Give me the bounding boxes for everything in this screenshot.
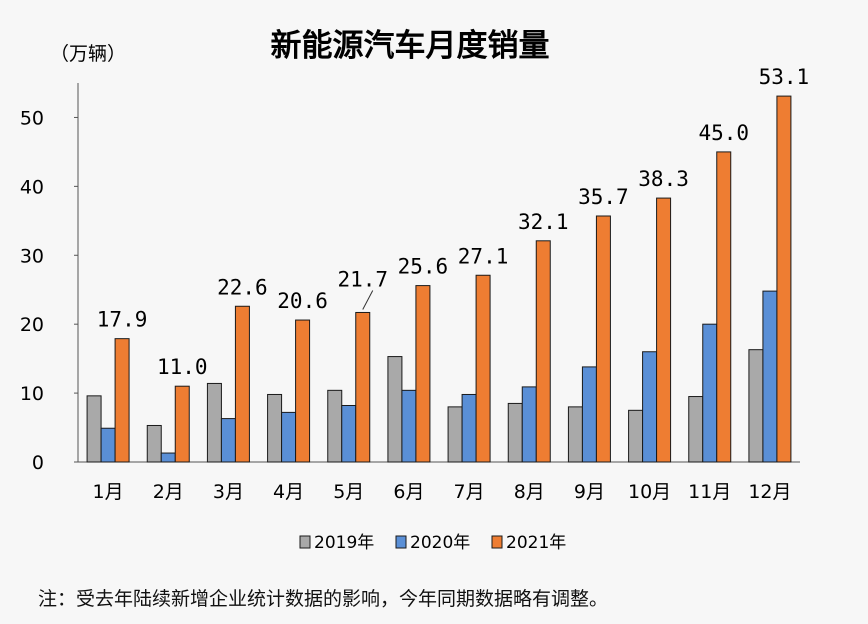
bar-2020年-11月 [702,323,718,463]
x-tick-label: 2月 [153,481,184,503]
y-tick-label: 0 [32,452,44,474]
x-tick-label: 1月 [93,481,124,503]
bar-2021年-1月 [114,338,130,463]
x-tick-label: 6月 [393,481,424,503]
data-label-leader-line [362,290,374,310]
data-label: 25.6 [398,255,449,279]
bar-2020年-7月 [461,393,477,463]
bar-2021年-3月 [234,305,250,463]
legend-swatch-2021年 [491,535,503,549]
bar-2021年-10月 [656,197,672,463]
footnote: 注：受去年陆续新增企业统计数据的影响，今年同期数据略有调整。 [38,588,609,610]
x-tick-label: 11月 [688,481,731,503]
bar-2021年-6月 [415,285,431,463]
data-label: 38.3 [638,167,689,191]
x-tick-label: 10月 [628,481,671,503]
x-tick-label: 3月 [213,481,244,503]
chart-title: 新能源汽车月度销量 [271,28,550,64]
y-tick-label: 40 [20,176,44,198]
x-tick-label: 8月 [514,481,545,503]
bar-2019年-4月 [267,393,283,463]
bar-2019年-2月 [146,424,162,463]
data-label: 45.0 [698,121,749,145]
legend-swatch-2019年 [299,535,311,549]
bar-2021年-2月 [174,385,190,463]
bar-2021年-5月 [355,311,371,463]
y-tick-label: 30 [20,245,44,267]
bar-2019年-3月 [206,382,222,463]
data-label: 17.9 [97,308,148,332]
bar-2021年-12月 [776,95,792,463]
data-label: 21.7 [337,267,388,291]
data-label: 35.7 [578,185,629,209]
x-tick-label: 9月 [574,481,605,503]
data-label: 27.1 [458,244,509,268]
bar-2020年-8月 [521,386,537,463]
y-tick-label: 10 [20,383,44,405]
data-label: 22.6 [217,275,268,299]
bar-2021年-7月 [475,274,491,463]
x-tick-label: 5月 [333,481,364,503]
bar-2020年-5月 [341,404,357,463]
x-tick-label: 4月 [273,481,304,503]
bar-2019年-11月 [688,396,704,463]
x-tick-label: 12月 [748,481,791,503]
data-label: 53.1 [759,65,810,89]
legend-label: 2020年 [410,533,470,553]
legend-label: 2021年 [506,533,566,553]
bar-2019年-8月 [507,402,523,463]
bar-2019年-9月 [567,406,583,463]
bar-2020年-1月 [100,427,116,463]
bar-2020年-4月 [281,411,297,463]
bar-2021年-9月 [595,215,611,463]
y-axis-unit-label: （万辆） [50,43,126,65]
bar-2021年-8月 [535,240,551,463]
data-label: 20.6 [277,289,328,313]
data-label: 11.0 [157,355,208,379]
bar-2020年-3月 [220,418,236,463]
bar-2019年-6月 [387,356,403,463]
bar-2019年-7月 [447,406,463,463]
data-label: 32.1 [518,210,569,234]
bar-2019年-10月 [628,409,644,463]
bar-2019年-5月 [327,389,343,463]
bar-2019年-1月 [86,395,102,463]
bar-2021年-4月 [295,319,311,463]
legend-label: 2019年 [314,533,374,553]
x-tick-label: 7月 [454,481,485,503]
bar-2020年-9月 [581,366,597,463]
bar-2021年-11月 [716,151,732,463]
legend-swatch-2020年 [395,535,407,549]
bar-2019年-12月 [748,349,764,463]
bar-2020年-12月 [762,290,778,463]
y-tick-label: 20 [20,314,44,336]
y-tick-label: 50 [20,107,44,129]
bar-2020年-2月 [160,452,176,463]
bar-2020年-10月 [642,351,658,463]
bar-2020年-6月 [401,389,417,463]
